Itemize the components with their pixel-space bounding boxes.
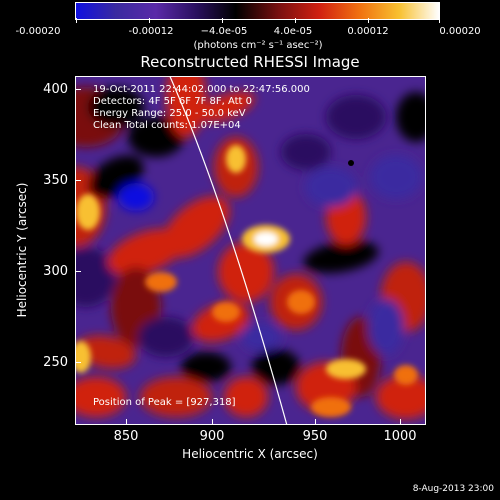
intensity-blob [303, 240, 379, 274]
intensity-blob [140, 377, 212, 417]
intensity-blob [396, 92, 425, 142]
x-tick-label: 850 [113, 429, 139, 444]
x-tick [400, 419, 401, 425]
x-tick-label: 900 [199, 429, 225, 444]
intensity-blob [311, 397, 351, 417]
x-axis-title: Heliocentric X (arcsec) [182, 447, 318, 461]
intensity-blob [224, 377, 268, 417]
y-tick-label: 300 [43, 264, 68, 279]
y-tick [75, 271, 81, 272]
colorbar-tick-label: -0.00012 [128, 26, 174, 37]
x-tick-label: 950 [302, 429, 328, 444]
intensity-blob [88, 87, 144, 127]
intensity-blob [118, 183, 154, 211]
intensity-blob [76, 377, 126, 417]
x-tick [212, 419, 213, 425]
colorbar-tick-label: 0.00020 [439, 26, 481, 37]
plot-title: Reconstructed RHESSI Image [140, 53, 360, 71]
intensity-blob [305, 167, 357, 207]
intensity-blob [138, 317, 194, 357]
intensity-blob [241, 323, 281, 351]
solar-limb-line [169, 77, 288, 424]
intensity-blob [368, 299, 404, 355]
intensity-blob [252, 349, 300, 385]
intensity-blob [76, 247, 116, 307]
colorbar-tick [149, 18, 150, 23]
colorbar-tick [368, 18, 369, 23]
intensity-blob [370, 155, 422, 199]
x-tick-label: 1000 [383, 429, 417, 444]
colorbar-tick [295, 18, 296, 23]
y-tick-label: 250 [43, 355, 68, 370]
colorbar-tick [76, 18, 77, 23]
colorbar-units: (photons cm⁻² s⁻¹ asec⁻²) [193, 40, 323, 51]
intensity-blob [218, 242, 274, 302]
colorbar [75, 2, 440, 20]
colorbar-tick [222, 18, 223, 23]
intensity-blob [326, 95, 386, 139]
y-tick-label: 350 [43, 173, 68, 188]
colorbar-tick-label: −4.0e-05 [200, 26, 248, 37]
colorbar-tick-label: 0.00012 [347, 26, 389, 37]
rhessi-image [76, 77, 425, 424]
image-plot[interactable] [75, 76, 426, 425]
intensity-blob [128, 117, 184, 157]
intensity-blob [145, 272, 177, 292]
colorbar-tick [439, 18, 440, 23]
intensity-blob [226, 145, 246, 173]
intensity-blob [166, 77, 206, 137]
y-tick [75, 180, 81, 181]
intensity-blob [76, 341, 91, 373]
x-tick [126, 419, 127, 425]
intensity-blob [76, 194, 100, 230]
x-tick [315, 419, 316, 425]
info-energy-range: Energy Range: 25.0 - 50.0 keV [93, 108, 246, 119]
intensity-blob [281, 134, 331, 170]
y-tick-label: 400 [43, 82, 68, 97]
intensity-blob [287, 290, 315, 314]
intensity-blob [107, 228, 185, 276]
intensity-blob [212, 302, 240, 322]
intensity-blob [181, 352, 231, 382]
timestamp-footer: 8-Aug-2013 23:00 [412, 484, 494, 494]
y-tick [75, 362, 81, 363]
info-clean-counts: Clean Total counts: 1.07E+04 [93, 120, 241, 131]
intensity-blob [254, 232, 278, 246]
info-time-range: 19-Oct-2011 22:44:02.000 to 22:47:56.000 [93, 84, 310, 95]
colorbar-tick-label: 4.0e-05 [273, 26, 313, 37]
intensity-blob [394, 365, 418, 385]
intensity-blob [76, 335, 136, 369]
peak-marker [348, 160, 354, 166]
intensity-blob [376, 375, 425, 419]
y-tick [75, 89, 81, 90]
intensity-blob [326, 359, 366, 379]
y-axis-title: Heliocentric Y (arcsec) [15, 182, 29, 318]
colorbar-tick-label: -0.00020 [15, 26, 61, 37]
info-detectors: Detectors: 4F 5F 6F 7F 8F, Att 0 [93, 96, 253, 107]
intensity-blob [197, 91, 255, 123]
peak-position: Position of Peak = [927,318] [93, 397, 236, 408]
